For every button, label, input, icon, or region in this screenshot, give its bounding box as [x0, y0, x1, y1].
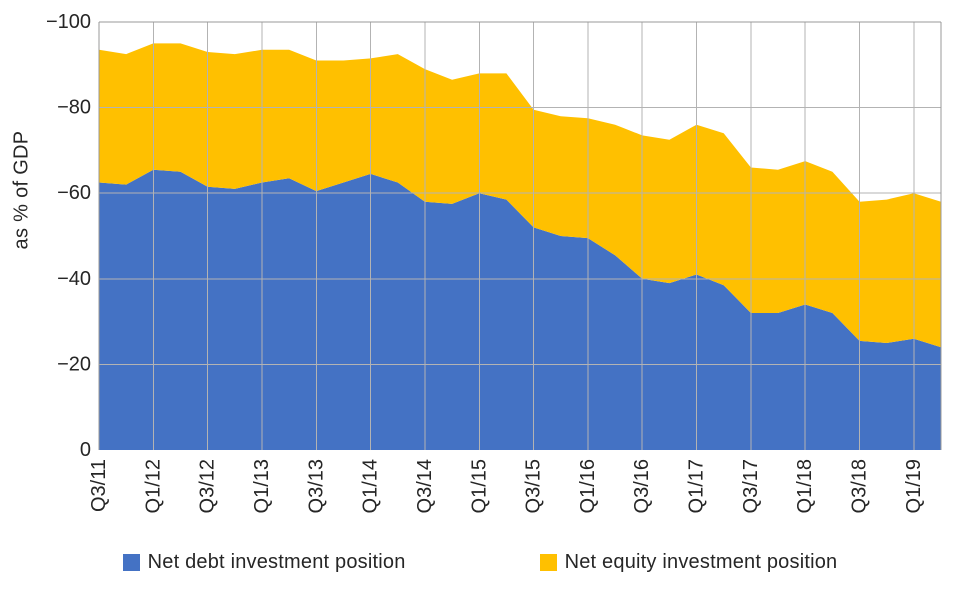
x-tick-label: Q3/12 [197, 459, 219, 513]
net-equity-legend-label: Net equity investment position [564, 551, 838, 573]
net-debt-legend-label: Net debt investment position [147, 551, 406, 573]
y-tick-label: −40 [57, 268, 91, 290]
net-debt-swatch-icon [122, 554, 140, 571]
net-debt-area [99, 169, 941, 450]
y-tick-label: −80 [57, 97, 91, 119]
x-tick-label: Q1/18 [794, 459, 816, 513]
x-tick-label: Q1/13 [251, 459, 273, 513]
x-tick-label: Q3/18 [849, 459, 871, 513]
net-equity-swatch-icon [539, 554, 557, 571]
net-equity-area [99, 43, 941, 348]
y-tick-label: −60 [57, 182, 91, 204]
x-tick-label: Q3/17 [740, 459, 762, 513]
x-tick-label: Q3/14 [414, 459, 436, 513]
y-tick-label: 0 [80, 439, 91, 461]
x-tick-label: Q1/19 [903, 459, 925, 513]
legend-item-net-debt: Net debt investment position [122, 551, 406, 574]
x-tick-label: Q1/17 [686, 459, 708, 513]
y-tick-label: −100 [46, 11, 91, 33]
y-axis-title: as % of GDP [10, 130, 33, 250]
x-tick-label: Q3/15 [523, 459, 545, 513]
x-axis-tick-labels: Q3/11 Q1/12 Q3/12 Q1/13 Q3/13 Q1/14 Q3/14 Q1/15… [88, 459, 925, 513]
x-tick-label: Q1/12 [142, 459, 164, 513]
y-tick-label: −20 [57, 353, 91, 375]
legend-item-net-equity: Net equity investment position [539, 551, 838, 574]
x-tick-label: Q1/14 [360, 459, 382, 513]
plot-frame [98, 21, 942, 450]
y-axis-tick-labels: 0 −20 −40 −60 −80 −100 [46, 11, 91, 461]
x-tick-label: Q1/15 [468, 459, 490, 513]
legend: Net debt investment position Net equity … [0, 551, 960, 574]
x-tick-label: Q3/13 [305, 459, 327, 513]
x-tick-label: Q3/16 [631, 459, 653, 513]
x-tick-label: Q3/11 [88, 459, 110, 512]
x-tick-label: Q1/16 [577, 459, 599, 513]
